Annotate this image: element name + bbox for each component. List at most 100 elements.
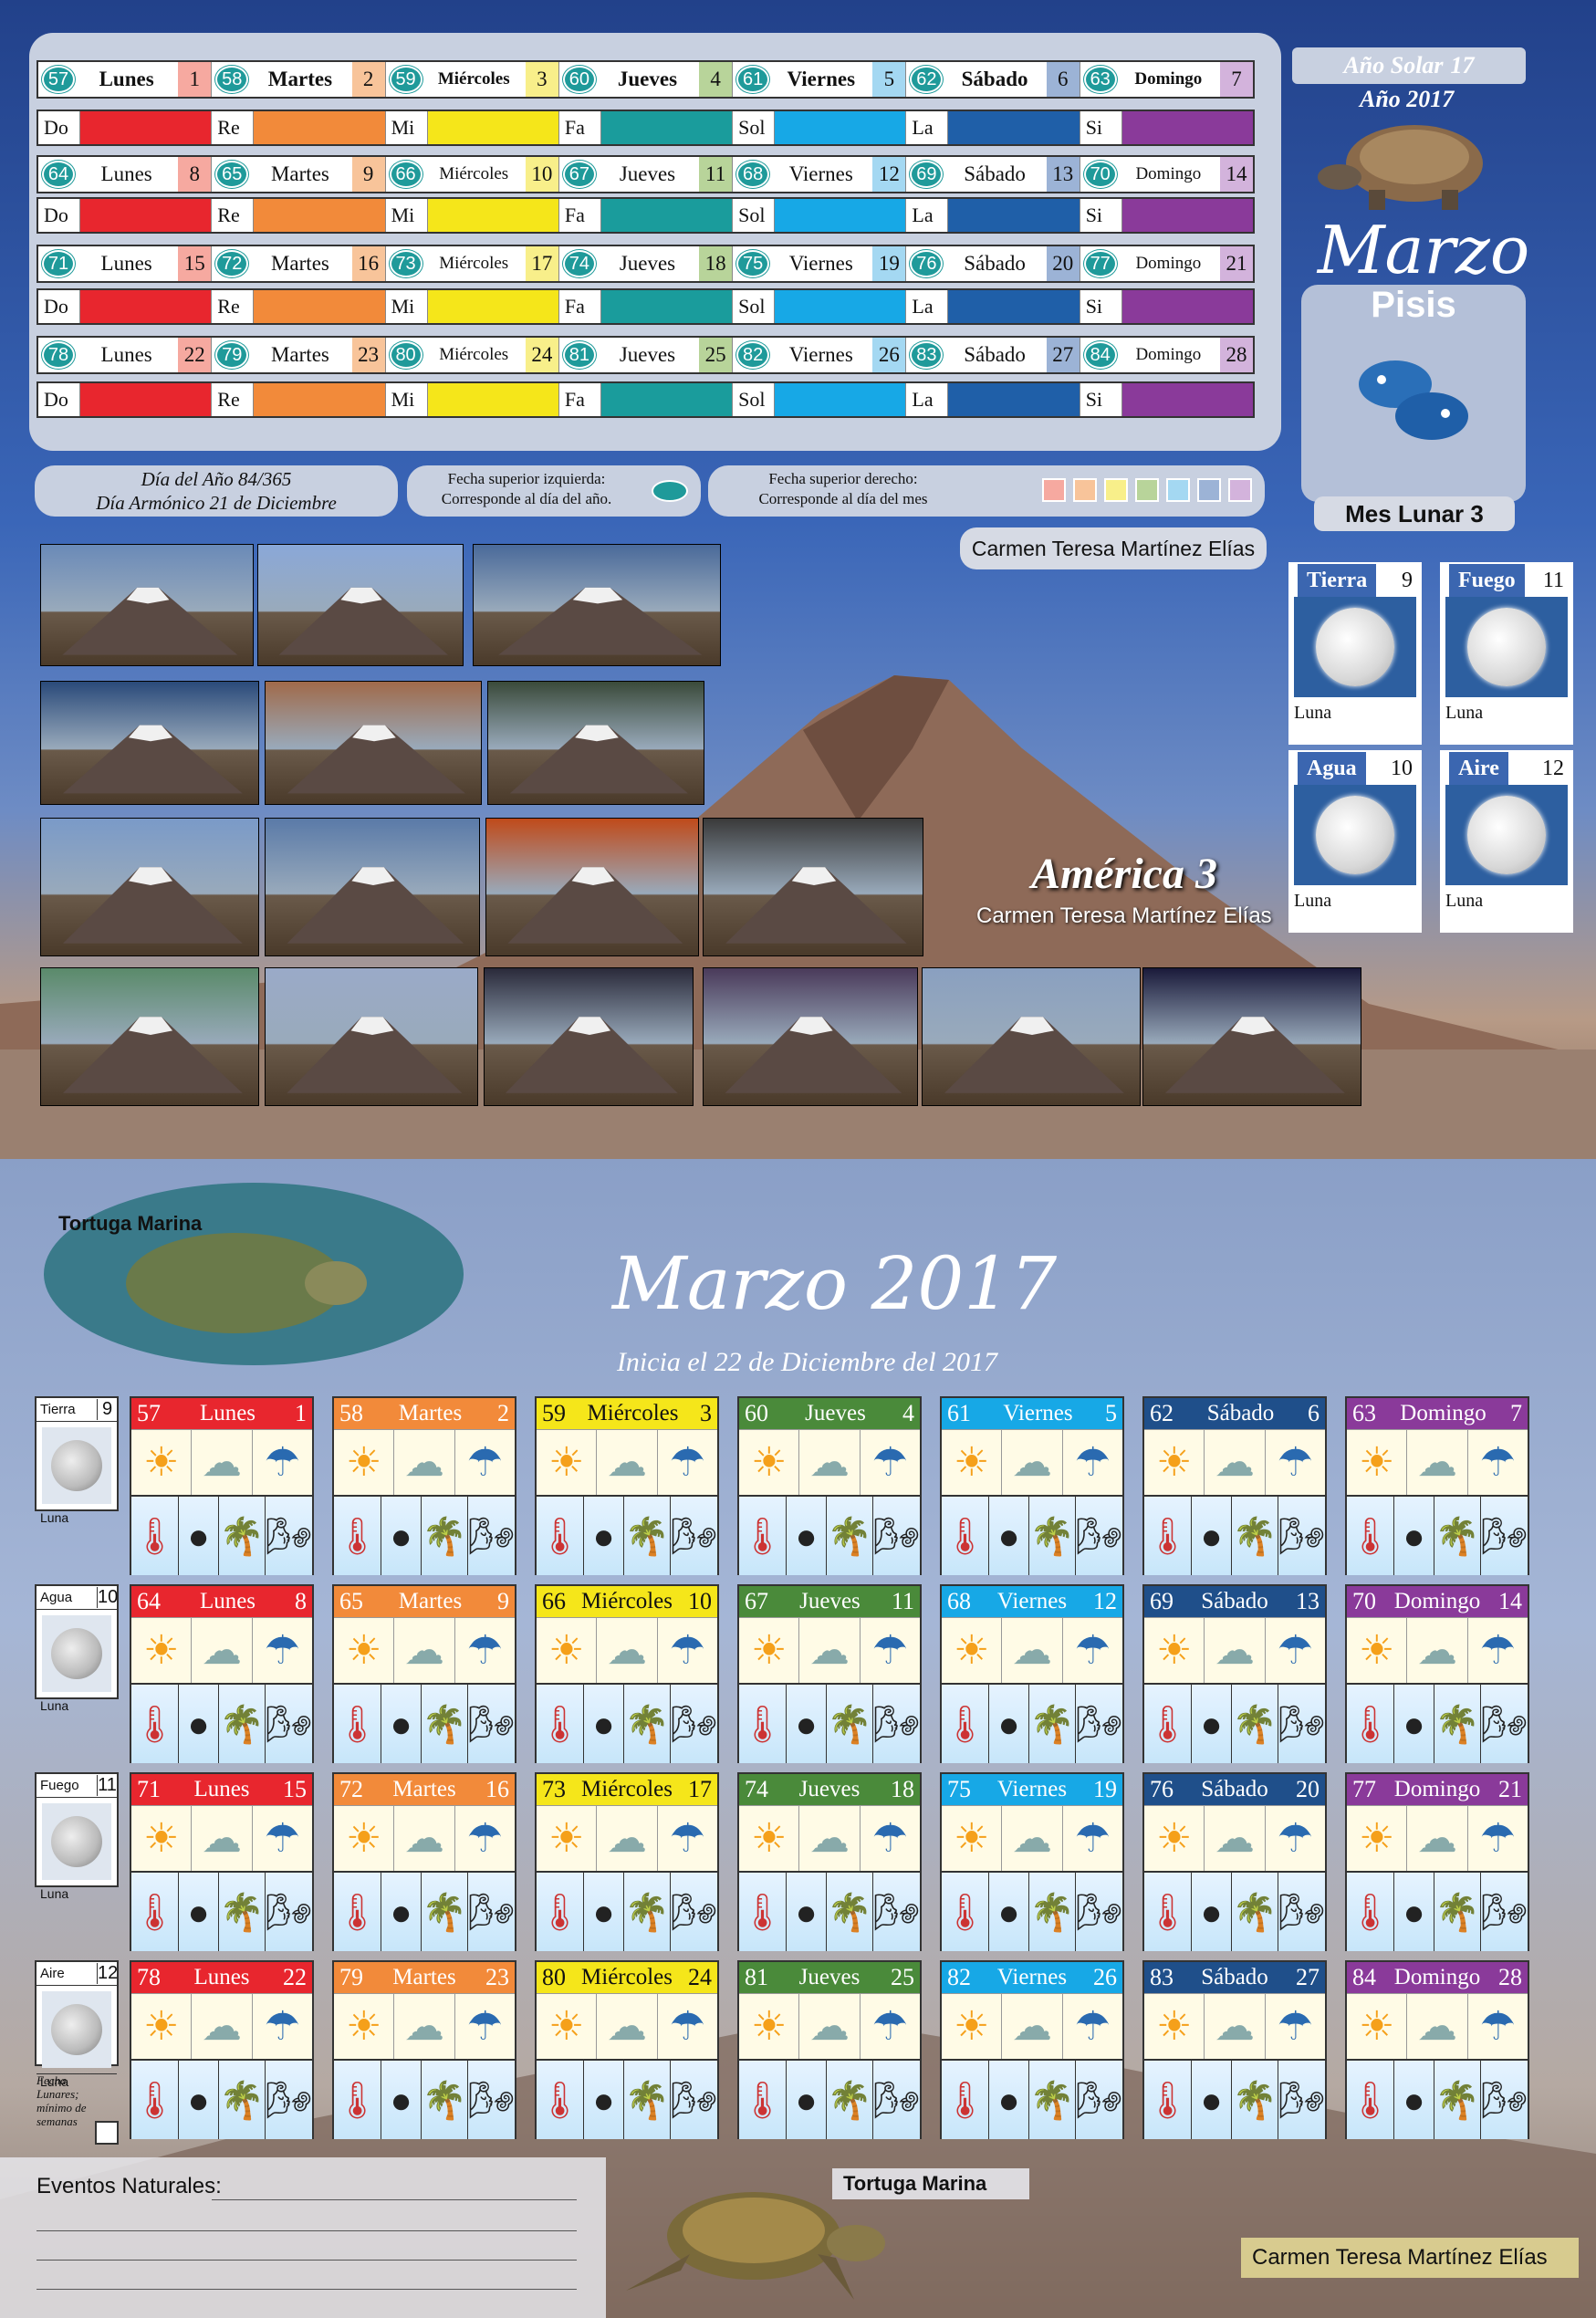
week-day-cell[interactable]: 73 Miércoles 17	[386, 246, 559, 281]
thermometer-icon[interactable]: 🌡	[537, 1497, 584, 1575]
calendar-day[interactable]: 82 Viernes 26 ☀ ☁ ☂ 🌡 ● 🌴 🌬	[940, 1960, 1124, 2139]
week-day-cell[interactable]: 66 Miércoles 10	[386, 157, 559, 192]
sun-icon[interactable]: ☀	[1144, 1806, 1205, 1871]
cloud-icon[interactable]: ☁	[1407, 1430, 1468, 1495]
sun-icon[interactable]: ☀	[1144, 1618, 1205, 1683]
rain-icon[interactable]: ☂	[466, 1440, 504, 1485]
rain-icon[interactable]: ☂	[1277, 1440, 1314, 1485]
week-day-cell[interactable]: 76 Sábado 20	[906, 246, 1080, 281]
palm-tree-icon[interactable]: 🌴	[1029, 2061, 1077, 2139]
week-day-cell[interactable]: 72 Martes 16	[212, 246, 386, 281]
week-day-cell[interactable]: 70 Domingo 14	[1080, 157, 1253, 192]
rain-icon[interactable]: ☂	[264, 1440, 301, 1485]
palm-tree-icon[interactable]: 🌴	[1029, 1685, 1077, 1763]
palm-tree-icon[interactable]: 🌴	[1232, 1873, 1279, 1951]
wind-icon[interactable]: 🌬	[266, 1891, 312, 1933]
moon-phase-icon[interactable]: ●	[1192, 1497, 1233, 1575]
moon-phase-icon[interactable]: ●	[381, 1497, 422, 1575]
palm-tree-icon[interactable]: 🌴	[624, 1873, 672, 1951]
calendar-day[interactable]: 79 Martes 23 ☀ ☁ ☂ 🌡 ● 🌴 🌬	[332, 1960, 516, 2139]
calendar-day[interactable]: 62 Sábado 6 ☀ ☁ ☂ 🌡 ● 🌴 🌬	[1142, 1396, 1327, 1575]
rain-icon[interactable]: ☂	[669, 2004, 706, 2049]
calendar-day[interactable]: 83 Sábado 27 ☀ ☁ ☂ 🌡 ● 🌴 🌬	[1142, 1960, 1327, 2139]
calendar-day[interactable]: 80 Miércoles 24 ☀ ☁ ☂ 🌡 ● 🌴 🌬	[535, 1960, 719, 2139]
sun-icon[interactable]: ☀	[334, 1618, 395, 1683]
cloud-icon[interactable]: ☁	[1205, 1430, 1266, 1495]
moon-phase-icon[interactable]: ●	[1394, 1497, 1435, 1575]
palm-tree-icon[interactable]: 🌴	[1029, 1873, 1077, 1951]
rain-icon[interactable]: ☂	[1479, 1628, 1517, 1673]
rain-icon[interactable]: ☂	[1074, 1628, 1111, 1673]
events-line-3[interactable]	[37, 2260, 577, 2261]
palm-tree-icon[interactable]: 🌴	[219, 2061, 266, 2139]
calendar-day[interactable]: 74 Jueves 18 ☀ ☁ ☂ 🌡 ● 🌴 🌬	[737, 1772, 922, 1951]
week-day-cell[interactable]: 74 Jueves 18	[559, 246, 734, 281]
rain-icon[interactable]: ☂	[264, 2004, 301, 2049]
calendar-day[interactable]: 65 Martes 9 ☀ ☁ ☂ 🌡 ● 🌴 🌬	[332, 1584, 516, 1763]
sun-icon[interactable]: ☀	[942, 1994, 1003, 2059]
thermometer-icon[interactable]: 🌡	[334, 2061, 381, 2139]
palm-tree-icon[interactable]: 🌴	[827, 1685, 874, 1763]
wind-icon[interactable]: 🌬	[1481, 2079, 1528, 2121]
thermometer-icon[interactable]: 🌡	[1144, 1497, 1192, 1575]
cloud-icon[interactable]: ☁	[192, 1618, 253, 1683]
sun-icon[interactable]: ☀	[131, 1618, 193, 1683]
moon-phase-icon[interactable]: ●	[381, 2061, 422, 2139]
sun-icon[interactable]: ☀	[131, 1430, 193, 1495]
calendar-day[interactable]: 69 Sábado 13 ☀ ☁ ☂ 🌡 ● 🌴 🌬	[1142, 1584, 1327, 1763]
calendar-day[interactable]: 70 Domingo 14 ☀ ☁ ☂ 🌡 ● 🌴 🌬	[1345, 1584, 1529, 1763]
wind-icon[interactable]: 🌬	[873, 2079, 920, 2121]
calendar-day[interactable]: 76 Sábado 20 ☀ ☁ ☂ 🌡 ● 🌴 🌬	[1142, 1772, 1327, 1951]
cloud-icon[interactable]: ☁	[192, 1806, 253, 1871]
rain-icon[interactable]: ☂	[264, 1628, 301, 1673]
rain-icon[interactable]: ☂	[1277, 1628, 1314, 1673]
wind-icon[interactable]: 🌬	[873, 1515, 920, 1557]
sun-icon[interactable]: ☀	[1347, 1994, 1408, 2059]
moon-phase-icon[interactable]: ●	[989, 2061, 1030, 2139]
wind-icon[interactable]: 🌬	[671, 2079, 717, 2121]
wind-icon[interactable]: 🌬	[1278, 1515, 1325, 1557]
sun-icon[interactable]: ☀	[739, 1806, 800, 1871]
moon-phase-icon[interactable]: ●	[584, 2061, 625, 2139]
calendar-day[interactable]: 84 Domingo 28 ☀ ☁ ☂ 🌡 ● 🌴 🌬	[1345, 1960, 1529, 2139]
rain-icon[interactable]: ☂	[466, 1628, 504, 1673]
thermometer-icon[interactable]: 🌡	[131, 1685, 179, 1763]
moon-phase-icon[interactable]: ●	[787, 1685, 828, 1763]
wind-icon[interactable]: 🌬	[1278, 2079, 1325, 2121]
calendar-day[interactable]: 63 Domingo 7 ☀ ☁ ☂ 🌡 ● 🌴 🌬	[1345, 1396, 1529, 1575]
palm-tree-icon[interactable]: 🌴	[1232, 1685, 1279, 1763]
sun-icon[interactable]: ☀	[537, 1618, 598, 1683]
calendar-day[interactable]: 77 Domingo 21 ☀ ☁ ☂ 🌡 ● 🌴 🌬	[1345, 1772, 1529, 1951]
sun-icon[interactable]: ☀	[942, 1430, 1003, 1495]
calendar-day[interactable]: 67 Jueves 11 ☀ ☁ ☂ 🌡 ● 🌴 🌬	[737, 1584, 922, 1763]
cloud-icon[interactable]: ☁	[799, 1806, 861, 1871]
cloud-icon[interactable]: ☁	[1205, 1618, 1266, 1683]
rain-icon[interactable]: ☂	[1479, 1440, 1517, 1485]
cloud-icon[interactable]: ☁	[799, 1618, 861, 1683]
week-day-cell[interactable]: 68 Viernes 12	[733, 157, 907, 192]
week-day-cell[interactable]: 80 Miércoles 24	[386, 338, 559, 372]
moon-phase-icon[interactable]: ●	[989, 1497, 1030, 1575]
thermometer-icon[interactable]: 🌡	[131, 2061, 179, 2139]
sun-icon[interactable]: ☀	[1144, 1430, 1205, 1495]
wind-icon[interactable]: 🌬	[1076, 1703, 1122, 1745]
cloud-icon[interactable]: ☁	[394, 1994, 455, 2059]
wind-icon[interactable]: 🌬	[1481, 1515, 1528, 1557]
cloud-icon[interactable]: ☁	[597, 1994, 658, 2059]
calendar-day[interactable]: 57 Lunes 1 ☀ ☁ ☂ 🌡 ● 🌴 🌬	[130, 1396, 314, 1575]
sun-icon[interactable]: ☀	[1347, 1806, 1408, 1871]
calendar-day[interactable]: 60 Jueves 4 ☀ ☁ ☂ 🌡 ● 🌴 🌬	[737, 1396, 922, 1575]
thermometer-icon[interactable]: 🌡	[942, 2061, 989, 2139]
rain-icon[interactable]: ☂	[466, 1816, 504, 1861]
thermometer-icon[interactable]: 🌡	[739, 1873, 787, 1951]
palm-tree-icon[interactable]: 🌴	[219, 1873, 266, 1951]
moon-phase-icon[interactable]: ●	[1394, 1873, 1435, 1951]
sun-icon[interactable]: ☀	[537, 1994, 598, 2059]
events-line-4[interactable]	[37, 2289, 577, 2290]
thermometer-icon[interactable]: 🌡	[131, 1873, 179, 1951]
sun-icon[interactable]: ☀	[1347, 1618, 1408, 1683]
sun-icon[interactable]: ☀	[739, 1430, 800, 1495]
sun-icon[interactable]: ☀	[739, 1618, 800, 1683]
palm-tree-icon[interactable]: 🌴	[1434, 2061, 1482, 2139]
palm-tree-icon[interactable]: 🌴	[827, 2061, 874, 2139]
